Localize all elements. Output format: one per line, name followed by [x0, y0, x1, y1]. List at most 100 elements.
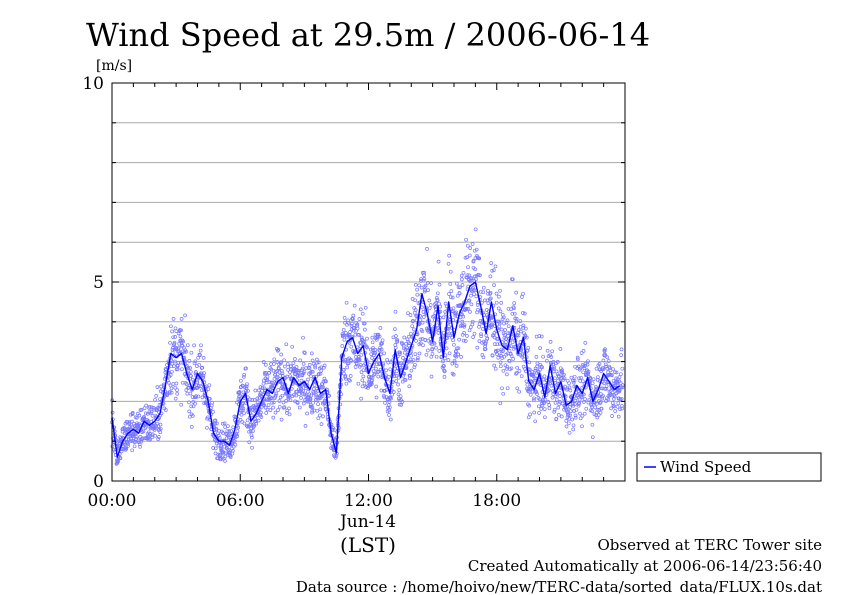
- sample-point: [205, 425, 209, 430]
- sample-point: [613, 409, 618, 413]
- sample-point: [614, 370, 619, 375]
- sample-point: [319, 422, 324, 426]
- sample-point: [415, 332, 420, 337]
- sample-point: [436, 326, 440, 331]
- sample-point: [277, 404, 282, 409]
- sample-point: [617, 375, 622, 379]
- sample-point: [287, 412, 292, 417]
- sample-point: [387, 413, 391, 417]
- sample-point: [168, 373, 173, 377]
- sample-point: [237, 390, 242, 394]
- sample-point: [408, 374, 412, 378]
- sample-point: [346, 361, 351, 366]
- sample-point: [272, 357, 277, 362]
- sample-point: [573, 415, 578, 420]
- sample-point: [142, 406, 147, 410]
- sample-point: [287, 406, 291, 411]
- sample-point: [464, 307, 469, 311]
- sample-point: [435, 323, 440, 328]
- sample-point: [315, 398, 320, 403]
- sample-point: [365, 336, 369, 341]
- sample-point: [526, 387, 531, 392]
- sample-point: [510, 311, 515, 316]
- sample-point: [252, 398, 257, 402]
- sample-point: [359, 335, 364, 340]
- sample-point: [453, 313, 458, 318]
- sample-point: [420, 329, 425, 334]
- sample-point: [473, 227, 478, 232]
- sample-point: [497, 321, 502, 326]
- sample-point: [616, 414, 621, 419]
- sample-point: [302, 351, 307, 355]
- sample-point: [301, 362, 306, 366]
- sample-point: [549, 383, 554, 388]
- sample-point: [412, 327, 416, 332]
- sample-point: [342, 367, 346, 372]
- sample-point: [465, 334, 469, 338]
- sample-point: [372, 371, 377, 376]
- sample-point: [217, 436, 222, 440]
- sample-point: [378, 326, 383, 330]
- sample-point: [394, 379, 399, 383]
- sample-point: [272, 362, 276, 366]
- sample-point: [207, 396, 212, 401]
- sample-point: [533, 366, 538, 371]
- sample-point: [255, 400, 260, 404]
- sample-point: [422, 270, 427, 275]
- sample-point: [362, 381, 367, 386]
- sample-point: [467, 298, 472, 303]
- sample-point: [279, 417, 284, 422]
- sample-point: [459, 273, 464, 278]
- sample-point: [318, 413, 322, 418]
- sample-point: [574, 407, 579, 412]
- sample-point: [260, 385, 265, 390]
- sample-point: [409, 353, 413, 358]
- sample-point: [134, 435, 139, 440]
- sample-point: [420, 305, 424, 310]
- sample-point: [399, 403, 404, 407]
- sample-point: [159, 384, 163, 389]
- sample-point: [186, 385, 191, 390]
- sample-point: [603, 353, 608, 357]
- sample-point: [492, 283, 496, 287]
- sample-point: [349, 344, 354, 349]
- sample-point: [469, 278, 474, 283]
- sample-point: [556, 413, 561, 417]
- sample-point: [479, 334, 484, 339]
- sample-point: [485, 336, 490, 341]
- sample-point: [454, 281, 459, 286]
- sample-point: [605, 355, 610, 360]
- sample-point: [179, 328, 183, 333]
- sample-point: [540, 365, 544, 370]
- sample-point: [307, 363, 312, 367]
- sample-point: [354, 362, 359, 366]
- sample-point: [471, 258, 476, 263]
- sample-point: [568, 409, 573, 413]
- sample-point: [309, 351, 314, 356]
- sample-point: [215, 421, 219, 426]
- sample-point: [481, 290, 486, 295]
- sample-point: [188, 369, 193, 374]
- sample-point: [417, 283, 421, 288]
- sample-point: [493, 264, 498, 269]
- sample-point: [137, 421, 141, 426]
- sample-point: [344, 300, 349, 305]
- sample-point: [572, 378, 577, 383]
- sample-point: [244, 389, 249, 393]
- sample-point: [316, 416, 321, 421]
- sample-point: [176, 360, 181, 365]
- sample-point: [571, 378, 575, 383]
- sample-point: [270, 400, 274, 405]
- sample-point: [198, 348, 203, 353]
- sample-point: [570, 417, 575, 422]
- sample-point: [469, 302, 474, 307]
- sample-point: [362, 321, 367, 326]
- sample-point: [443, 301, 448, 306]
- sample-point: [449, 295, 453, 300]
- sample-point: [618, 407, 622, 412]
- sample-point: [346, 318, 350, 323]
- x-tick-label: 06:00: [216, 491, 265, 511]
- sample-point: [327, 393, 331, 398]
- sample-point: [432, 341, 437, 346]
- sample-point: [613, 370, 617, 375]
